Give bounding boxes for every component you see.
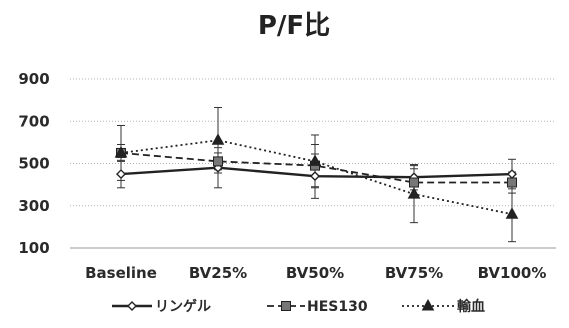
data-point-triangle [114,145,128,158]
data-point-square [409,177,419,188]
x-tick-label: BV50% [286,264,344,282]
y-tick-label: 700 [18,112,49,130]
x-tick-label: BV75% [385,264,443,282]
legend-label: リンゲル [155,298,211,315]
data-point-square [213,156,223,167]
y-tick-label: 100 [18,239,49,257]
chart-title: P/F比 [258,11,330,41]
x-tick-labels: Baseline BV25% BV50% BV75% BV100% [85,264,546,282]
data-point-triangle [308,154,322,166]
legend: リンゲル HES130 輸血 [112,298,485,315]
data-point-triangle [407,187,421,199]
data-point-square [507,177,517,188]
data-point-diamond [507,169,517,180]
data-point-triangle [505,207,519,219]
y-tick-label: 300 [18,197,49,215]
legend-label: HES130 [307,299,368,315]
legend-marker-triangle [421,298,435,311]
data-point-diamond [310,171,320,182]
x-tick-label: Baseline [85,264,157,282]
series-line-2 [120,139,513,216]
data-point-diamond [116,169,126,180]
legend-marker-diamond [127,301,137,311]
legend-label: 輸血 [457,298,485,315]
series-markers [114,133,519,219]
legend-marker-square [281,301,291,311]
x-tick-label: BV25% [189,264,247,282]
y-tick-label: 900 [18,70,49,88]
data-point-triangle [211,133,225,145]
y-tick-label: 500 [18,155,49,173]
y-tick-labels: 100 300 500 700 900 [18,70,49,257]
x-tick-label: BV100% [478,264,547,282]
